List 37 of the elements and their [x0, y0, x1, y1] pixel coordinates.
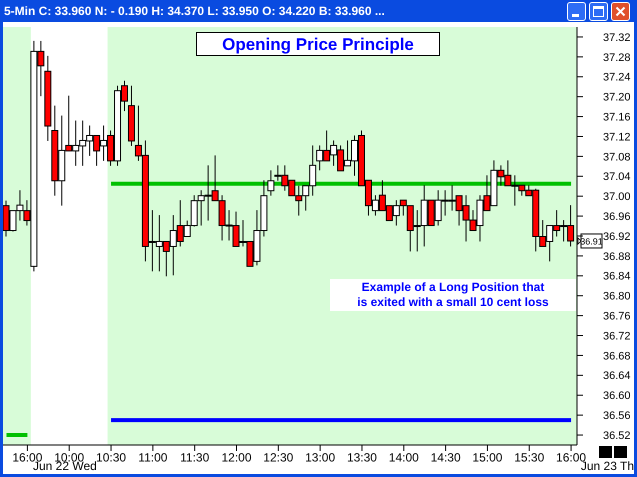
x-tick-label: 15:00 [472, 450, 503, 465]
candlestick [267, 170, 274, 196]
y-tick-label: 37.32 [603, 32, 631, 44]
x-tick-label: 10:30 [96, 450, 126, 465]
x-tick-label: 14:30 [430, 450, 461, 465]
x-tick-label: 13:30 [346, 450, 378, 465]
y-tick-label: 37.16 [603, 111, 631, 124]
x-tick-label: 12:00 [221, 450, 252, 465]
y-tick-label: 37.08 [603, 151, 631, 164]
y-tick-label: 37.24 [603, 72, 631, 84]
y-tick-label: 36.80 [603, 290, 631, 303]
callout-box: Example of a Long Position that is exited with a small 10 cent loss [330, 279, 576, 311]
y-tick-label: 37.12 [603, 131, 631, 144]
x-tick-label: 11:00 [138, 450, 168, 465]
y-tick-label: 36.72 [603, 330, 631, 342]
y-tick-label: 37.20 [603, 92, 631, 104]
chart-subtitle: 5-Min C: 33.960 N: - 0.190 H: 34.370 L: 33.950 O: 34.220 B: 33.960 ... [4, 3, 385, 19]
y-tick-label: 36.88 [603, 250, 631, 263]
y-tick-label: 36.76 [603, 310, 631, 323]
y-tick-label: 36.84 [603, 270, 631, 283]
y-tick-label: 37.28 [603, 52, 631, 64]
x-tick-label: 12:30 [263, 450, 294, 465]
y-tick-label: 37.04 [603, 171, 631, 184]
text: 36.91 [580, 236, 603, 246]
y-tick-label: 36.64 [603, 370, 631, 382]
y-tick-label: 36.96 [603, 211, 631, 223]
y-tick-label: 36.56 [603, 410, 631, 422]
x-tick-label: 14:00 [388, 450, 420, 465]
text: Opening Price Principle [196, 32, 440, 56]
x-tick-label: 15:30 [514, 450, 545, 465]
y-tick-label: 36.68 [603, 350, 631, 362]
y-tick-label: 37.00 [603, 191, 631, 204]
y-tick-label: 36.52 [603, 430, 631, 442]
x-tick-label: 13:00 [305, 450, 336, 465]
y-tick-label: 36.60 [603, 390, 631, 402]
x-tick-label: 11:30 [180, 450, 210, 465]
y-tick-label: 36.92 [603, 230, 631, 243]
